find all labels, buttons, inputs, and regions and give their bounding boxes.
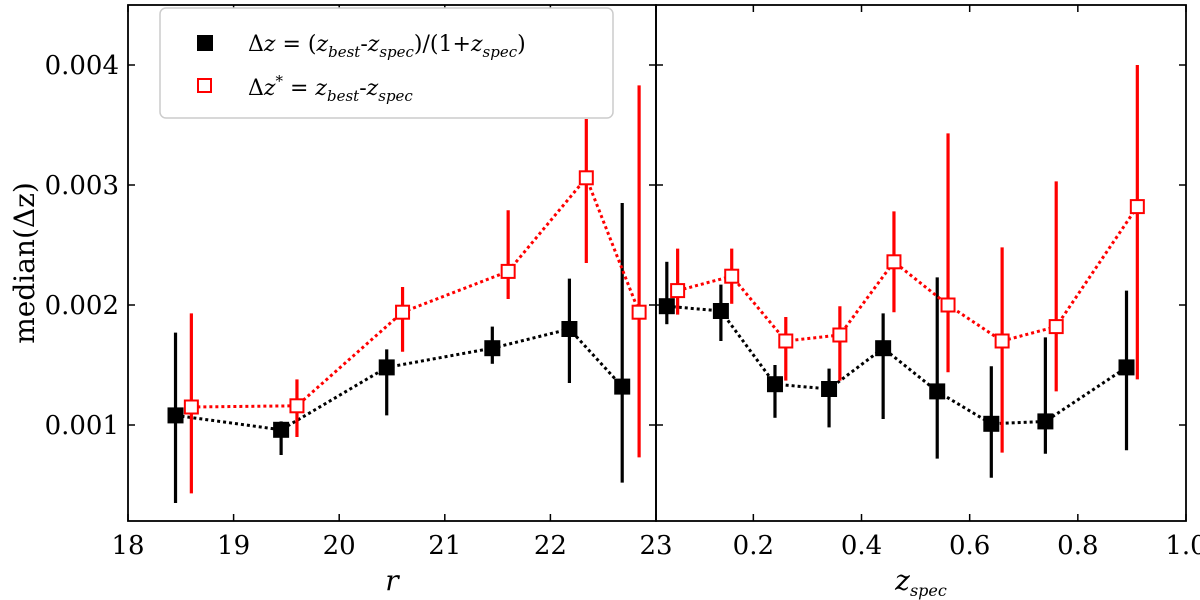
data-point (631, 304, 647, 320)
data-point (766, 376, 783, 393)
x-tick-label: 21 (428, 531, 461, 561)
data-point (940, 297, 956, 313)
data-point (1118, 359, 1135, 376)
right-panel: 0.2 0.4 0.6 0.8 1.0 zspec (655, 4, 1200, 600)
data-point (1048, 319, 1064, 335)
data-point (712, 303, 729, 319)
series-line (666, 304, 1128, 426)
left-panel: 18 19 20 21 22 23 0.001 0.002 0.003 0.004 r (45, 4, 673, 597)
series-1 (183, 85, 647, 494)
data-point (500, 263, 516, 279)
x-tick-label: 23 (639, 531, 672, 561)
y-tick-label: 0.001 (45, 411, 119, 441)
y-tick-label: 0.004 (45, 51, 119, 81)
data-point (578, 170, 594, 186)
data-point (614, 378, 631, 395)
legend-label: Δz* = zbest-zspec (248, 72, 413, 105)
data-point (724, 268, 740, 284)
x-tick-label: 0.8 (1057, 531, 1098, 561)
x-tick-label: 1.0 (1165, 531, 1200, 561)
data-point (378, 359, 395, 376)
x-tick-label: 22 (534, 531, 567, 561)
x-tick-label: 0.2 (733, 531, 774, 561)
x-tick-label: 0.6 (949, 531, 990, 561)
series-line (175, 327, 624, 432)
legend-box (159, 7, 614, 119)
series-0 (167, 203, 631, 503)
data-point (929, 383, 946, 400)
plot-frame (655, 4, 1187, 522)
series-1 (670, 65, 1145, 453)
x-tick-label: 20 (323, 531, 356, 561)
legend: Δz = (zbest-zspec)/(1+zspec) Δz* = zbest-… (159, 7, 614, 119)
data-point (821, 381, 838, 397)
series-0 (658, 261, 1135, 478)
y-tick-label: 0.002 (45, 291, 119, 321)
data-point (875, 340, 892, 357)
x-axis-label: zspec (894, 564, 947, 600)
data-point (183, 399, 199, 415)
data-point (1129, 199, 1145, 215)
data-point (994, 333, 1010, 349)
x-tick-label: 19 (217, 531, 250, 561)
y-tick-label: 0.003 (45, 171, 119, 201)
y-axis-label: median(Δz) (8, 182, 41, 344)
data-point (561, 321, 578, 337)
x-tick-label: 18 (111, 531, 144, 561)
x-tick-label: 0.4 (841, 531, 882, 561)
x-axis-label: r (385, 564, 400, 597)
series-line (191, 174, 641, 409)
data-point (658, 298, 675, 315)
y-axis-label-group: median(Δz) (8, 182, 41, 344)
data-point (484, 340, 501, 357)
legend-marker-open (197, 78, 212, 93)
data-point (886, 254, 902, 270)
data-point (832, 327, 848, 343)
data-point (983, 415, 1000, 432)
data-point (395, 304, 411, 320)
legend-marker-filled (197, 35, 213, 51)
data-point (273, 421, 290, 438)
data-point (778, 333, 794, 349)
legend-label: Δz = (zbest-zspec)/(1+zspec) (248, 32, 526, 61)
data-point (289, 398, 305, 414)
series-line (677, 205, 1139, 343)
data-point (167, 407, 184, 424)
data-point (670, 283, 686, 299)
data-point (1037, 413, 1054, 430)
